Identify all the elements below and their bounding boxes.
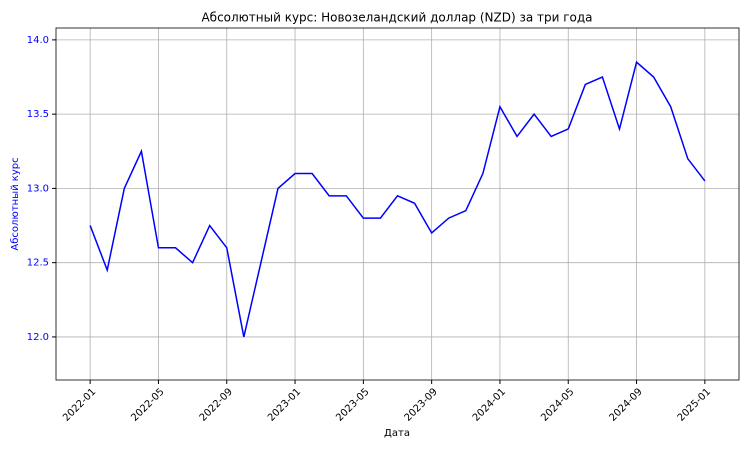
- x-axis-label: Дата: [384, 428, 410, 439]
- y-tick-label: 12.0: [27, 332, 49, 343]
- y-axis-label: Абсолютный курс: [10, 157, 21, 250]
- x-tick-label: 2022-09: [198, 386, 235, 423]
- x-tick-label: 2023-09: [403, 386, 440, 423]
- x-tick-label: 2024-05: [539, 386, 576, 423]
- data-line: [89, 60, 706, 338]
- x-tick-label: 2023-05: [334, 386, 371, 423]
- x-tick-label: 2022-05: [129, 386, 166, 423]
- y-tick-label: 13.5: [27, 109, 49, 120]
- plot-frame: [55, 27, 740, 381]
- chart-title: Абсолютный курс: Новозеландский доллар (…: [201, 11, 592, 25]
- x-tick-label: 2025-01: [676, 386, 713, 423]
- y-tick-label: 13.0: [27, 183, 49, 194]
- y-tick-label: 14.0: [27, 35, 49, 46]
- x-tick-label: 2023-01: [266, 386, 303, 423]
- x-tick-label: 2022-01: [61, 386, 98, 423]
- x-tick-label: 2024-01: [471, 386, 508, 423]
- y-tick-label: 12.5: [27, 258, 49, 269]
- x-tick-label: 2024-09: [607, 386, 644, 423]
